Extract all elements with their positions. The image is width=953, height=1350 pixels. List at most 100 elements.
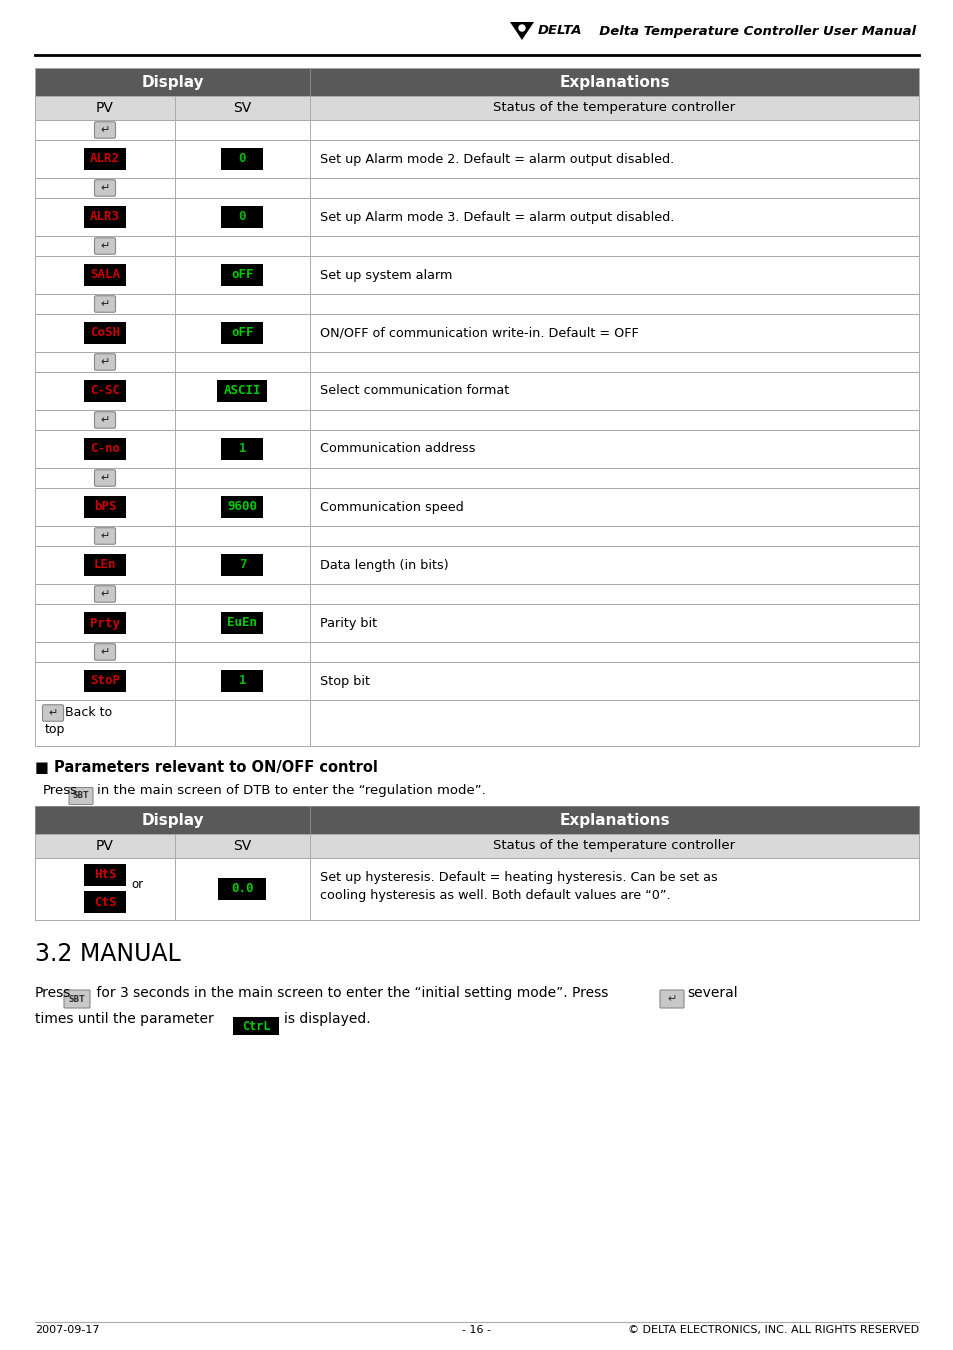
Text: Set up Alarm mode 2. Default = alarm output disabled.: Set up Alarm mode 2. Default = alarm out… xyxy=(319,153,674,166)
Text: Status of the temperature controller: Status of the temperature controller xyxy=(493,101,735,115)
Text: 3.2 MANUAL: 3.2 MANUAL xyxy=(35,942,180,967)
Text: Set up hysteresis. Default = heating hysteresis. Can be set as: Set up hysteresis. Default = heating hys… xyxy=(319,872,717,884)
Text: ↵: ↵ xyxy=(100,184,110,193)
Bar xyxy=(35,545,918,585)
Text: 0: 0 xyxy=(238,153,246,166)
Text: 2007-09-17: 2007-09-17 xyxy=(35,1324,99,1335)
Bar xyxy=(84,207,126,228)
Text: PV: PV xyxy=(96,838,113,853)
Text: SBT: SBT xyxy=(69,995,85,1003)
Bar xyxy=(221,265,263,286)
Text: Communication speed: Communication speed xyxy=(319,501,463,513)
FancyBboxPatch shape xyxy=(94,528,115,544)
Bar xyxy=(35,96,918,120)
Bar xyxy=(35,236,918,256)
Text: oFF: oFF xyxy=(231,327,253,339)
Text: 9600: 9600 xyxy=(227,501,257,513)
FancyBboxPatch shape xyxy=(94,122,115,138)
Bar xyxy=(35,198,918,236)
Bar xyxy=(35,585,918,603)
Text: CoSH: CoSH xyxy=(90,327,120,339)
FancyBboxPatch shape xyxy=(94,296,115,312)
Bar xyxy=(35,701,918,747)
Text: Explanations: Explanations xyxy=(558,74,669,89)
Text: Set up Alarm mode 3. Default = alarm output disabled.: Set up Alarm mode 3. Default = alarm out… xyxy=(319,211,674,224)
Bar xyxy=(221,670,263,693)
Bar xyxy=(35,256,918,294)
Bar xyxy=(35,834,918,859)
Bar xyxy=(84,148,126,170)
Text: SBT: SBT xyxy=(72,791,90,801)
Bar xyxy=(35,178,918,198)
Text: cooling hysteresis as well. Both default values are “0”.: cooling hysteresis as well. Both default… xyxy=(319,890,670,903)
Text: 1: 1 xyxy=(238,675,246,687)
FancyBboxPatch shape xyxy=(64,990,90,1008)
Text: ↵: ↵ xyxy=(100,242,110,251)
Bar xyxy=(35,140,918,178)
Bar xyxy=(35,643,918,662)
Text: in the main screen of DTB to enter the “regulation mode”.: in the main screen of DTB to enter the “… xyxy=(97,784,485,796)
Text: EuEn: EuEn xyxy=(227,617,257,629)
FancyBboxPatch shape xyxy=(69,787,92,805)
Text: Display: Display xyxy=(141,813,204,828)
Bar xyxy=(84,891,126,913)
Bar xyxy=(35,526,918,545)
Text: is displayed.: is displayed. xyxy=(284,1012,370,1026)
Text: ↵: ↵ xyxy=(100,531,110,541)
Text: PV: PV xyxy=(96,101,113,115)
Text: Status of the temperature controller: Status of the temperature controller xyxy=(493,840,735,852)
Text: or: or xyxy=(131,879,143,891)
Bar xyxy=(84,554,126,576)
Text: StoP: StoP xyxy=(90,675,120,687)
Text: Select communication format: Select communication format xyxy=(319,385,509,397)
Text: CtS: CtS xyxy=(93,895,116,909)
Bar xyxy=(221,495,263,518)
Bar xyxy=(84,495,126,518)
Bar xyxy=(35,859,918,919)
Text: Display: Display xyxy=(141,74,204,89)
Bar xyxy=(35,315,918,352)
Bar xyxy=(35,120,918,140)
Bar xyxy=(35,352,918,373)
FancyBboxPatch shape xyxy=(43,705,64,721)
FancyBboxPatch shape xyxy=(94,354,115,370)
Text: C-no: C-no xyxy=(90,443,120,455)
Bar xyxy=(217,379,267,402)
Text: 0.0: 0.0 xyxy=(231,883,253,895)
Text: several: several xyxy=(686,986,737,1000)
Text: Delta Temperature Controller User Manual: Delta Temperature Controller User Manual xyxy=(589,24,915,38)
Text: ON/OFF of communication write-in. Default = OFF: ON/OFF of communication write-in. Defaul… xyxy=(319,327,639,339)
Bar xyxy=(35,487,918,526)
Text: SALA: SALA xyxy=(90,269,120,282)
Bar xyxy=(35,603,918,643)
Text: ↵: ↵ xyxy=(100,298,110,309)
Bar xyxy=(35,294,918,315)
Text: © DELTA ELECTRONICS, INC. ALL RIGHTS RESERVED: © DELTA ELECTRONICS, INC. ALL RIGHTS RES… xyxy=(627,1324,918,1335)
Text: Stop bit: Stop bit xyxy=(319,675,370,687)
Bar xyxy=(84,379,126,402)
Bar xyxy=(35,410,918,431)
Text: Back to: Back to xyxy=(65,706,112,718)
Bar xyxy=(221,148,263,170)
Text: ↵: ↵ xyxy=(666,994,676,1004)
Text: LEn: LEn xyxy=(93,559,116,571)
Text: 7: 7 xyxy=(238,559,246,571)
Text: ↵: ↵ xyxy=(49,707,57,718)
Text: Communication address: Communication address xyxy=(319,443,475,455)
FancyBboxPatch shape xyxy=(94,586,115,602)
Text: ALR2: ALR2 xyxy=(90,153,120,166)
Bar xyxy=(35,68,918,96)
Text: Press: Press xyxy=(43,784,78,796)
FancyBboxPatch shape xyxy=(94,180,115,196)
Bar xyxy=(35,373,918,410)
Polygon shape xyxy=(510,22,534,40)
Text: bPS: bPS xyxy=(93,501,116,513)
Text: CtrL: CtrL xyxy=(241,1019,270,1033)
Text: HtS: HtS xyxy=(93,868,116,882)
Text: ↵: ↵ xyxy=(100,126,110,135)
FancyBboxPatch shape xyxy=(94,470,115,486)
FancyBboxPatch shape xyxy=(94,412,115,428)
Bar xyxy=(221,207,263,228)
Bar xyxy=(221,612,263,634)
Text: C-SC: C-SC xyxy=(90,385,120,397)
